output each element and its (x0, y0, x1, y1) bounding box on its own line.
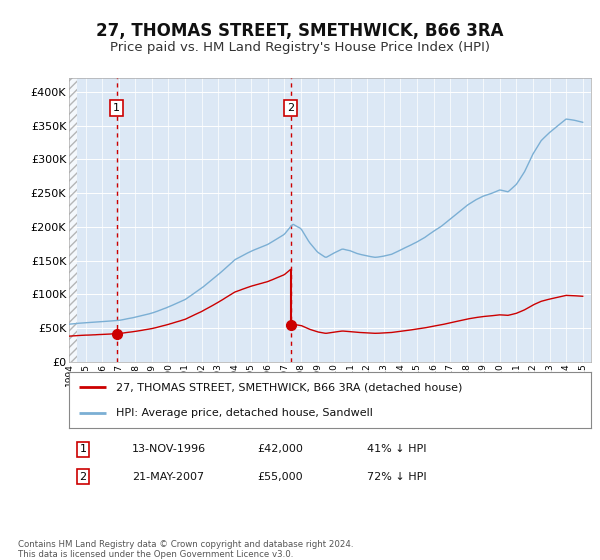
Text: 27, THOMAS STREET, SMETHWICK, B66 3RA: 27, THOMAS STREET, SMETHWICK, B66 3RA (96, 22, 504, 40)
Text: 41% ↓ HPI: 41% ↓ HPI (367, 445, 426, 454)
Text: 2: 2 (287, 103, 294, 113)
Text: 2: 2 (80, 472, 86, 482)
Text: 27, THOMAS STREET, SMETHWICK, B66 3RA (detached house): 27, THOMAS STREET, SMETHWICK, B66 3RA (d… (116, 382, 463, 393)
Text: HPI: Average price, detached house, Sandwell: HPI: Average price, detached house, Sand… (116, 408, 373, 418)
Text: Contains HM Land Registry data © Crown copyright and database right 2024.
This d: Contains HM Land Registry data © Crown c… (18, 540, 353, 559)
Text: £42,000: £42,000 (257, 445, 303, 454)
Text: 1: 1 (80, 445, 86, 454)
Text: 13-NOV-1996: 13-NOV-1996 (131, 445, 206, 454)
Text: 72% ↓ HPI: 72% ↓ HPI (367, 472, 426, 482)
Text: 1: 1 (113, 103, 120, 113)
Bar (69, 78, 77, 362)
Text: 21-MAY-2007: 21-MAY-2007 (131, 472, 204, 482)
Text: Price paid vs. HM Land Registry's House Price Index (HPI): Price paid vs. HM Land Registry's House … (110, 41, 490, 54)
Text: £55,000: £55,000 (257, 472, 302, 482)
